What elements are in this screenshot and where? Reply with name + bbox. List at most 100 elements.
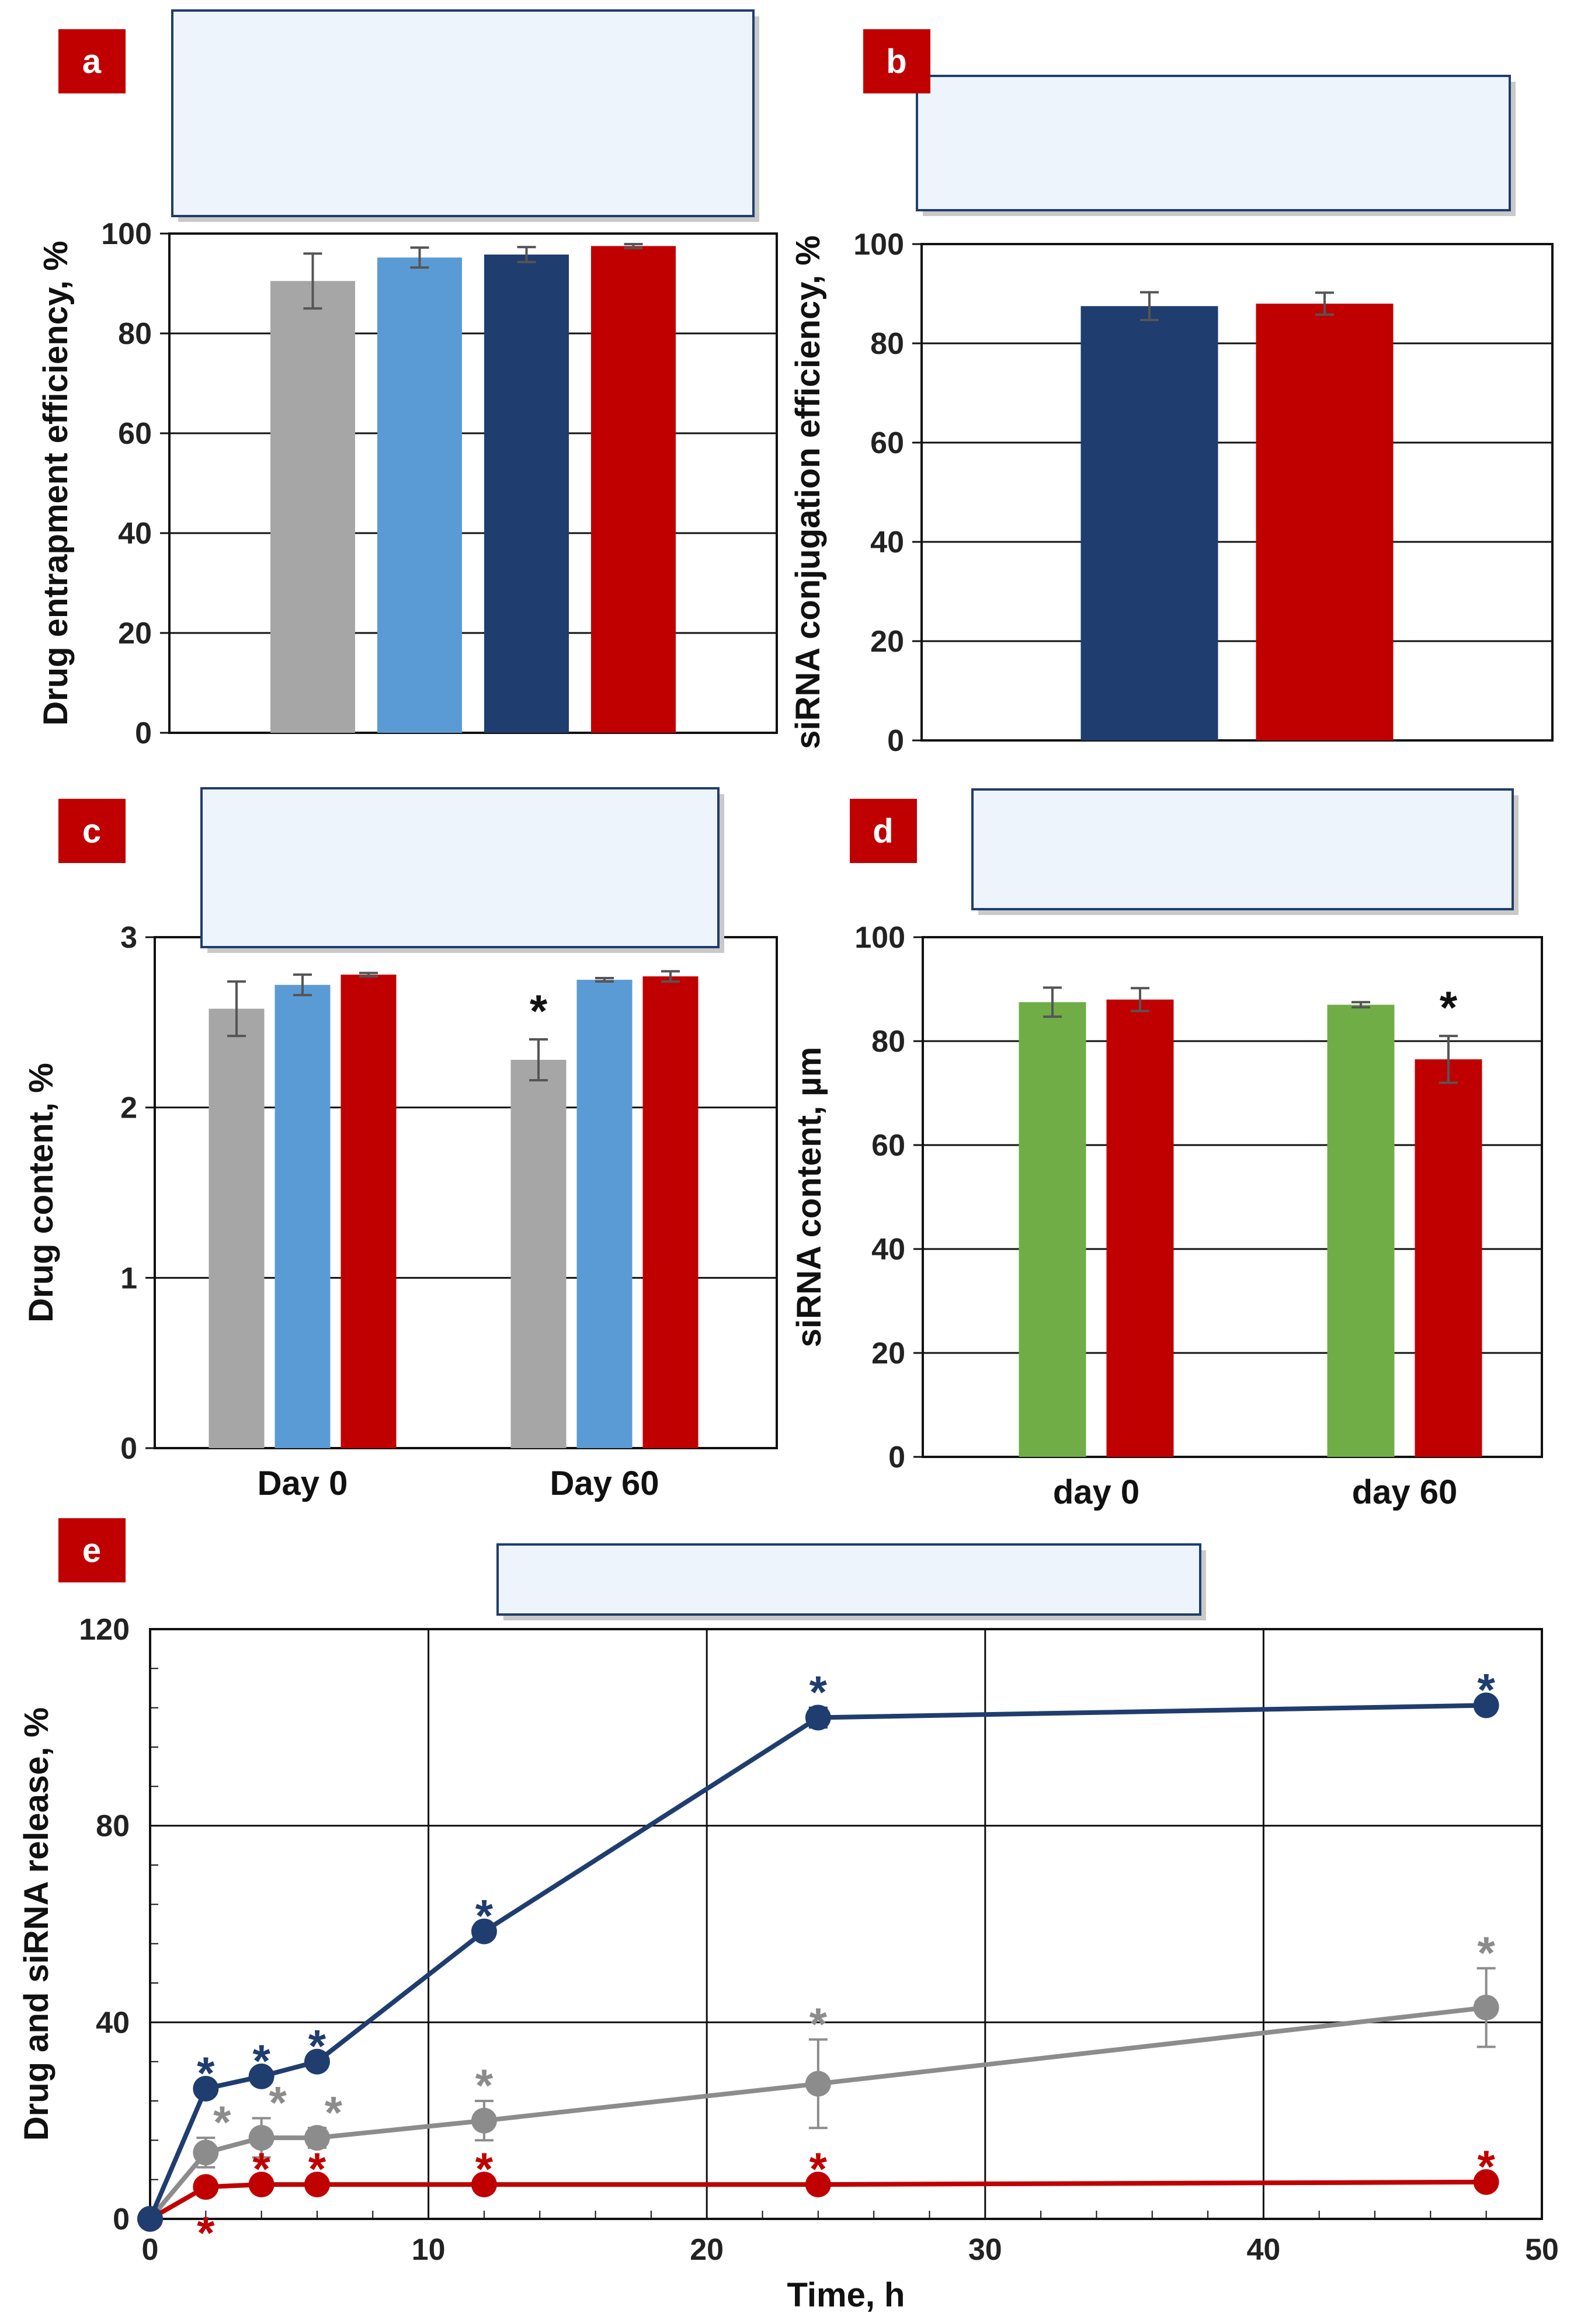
y-tick-label: 100 <box>101 217 152 251</box>
x-axis-label: Time, h <box>787 2276 905 2314</box>
y-tick-label: 100 <box>853 228 904 262</box>
y-tick-label: 20 <box>871 1337 905 1370</box>
panel-d-badge <box>850 799 917 863</box>
y-tick-label: 20 <box>870 625 904 659</box>
data-point-ptx <box>805 2172 831 2198</box>
y-tick-label: 40 <box>870 526 904 559</box>
y-axis-label: Drug and siRNA release, % <box>18 1707 55 2141</box>
y-tick-label: 100 <box>854 921 905 955</box>
y-tick-label: 80 <box>118 317 152 351</box>
legend-c <box>200 787 720 948</box>
data-point-sirna <box>137 2206 163 2232</box>
y-tick-label: 0 <box>887 724 904 758</box>
y-tick-label: 0 <box>113 2203 130 2236</box>
significance-star: * <box>1440 982 1458 1033</box>
significance-star: * <box>809 1998 828 2050</box>
legend-d <box>971 788 1514 910</box>
y-tick-label: 0 <box>888 1441 905 1474</box>
data-point-gef <box>304 2125 330 2151</box>
significance-star: * <box>308 2143 326 2194</box>
x-tick-label: 50 <box>1525 2233 1559 2267</box>
bar-nlc-gef <box>209 1008 265 1448</box>
y-axis-label: Drug entrapment efficiency, % <box>37 241 75 725</box>
data-point-sirna <box>1473 1692 1499 1718</box>
y-axis-label: siRNA content, µm <box>790 1047 828 1348</box>
y-tick-label: 3 <box>120 921 137 955</box>
data-point-ptx <box>248 2172 275 2198</box>
data-point-gef <box>248 2125 275 2151</box>
significance-star: * <box>269 2076 287 2128</box>
significance-star: * <box>475 2059 494 2111</box>
x-category-label: Day 60 <box>550 1464 659 1502</box>
data-point-sirna <box>805 1704 831 1731</box>
y-tick-label: 20 <box>118 617 152 650</box>
significance-star: * <box>475 1890 494 1942</box>
panel-b-label: b <box>886 43 906 81</box>
bar-lhrh-nlc-ptx-sirna <box>340 975 397 1448</box>
chart-panel-d: 0 20 40 60 80 100 day 0 * day 60 siRNA content, µ… <box>790 799 1543 1511</box>
bar-lhrh-nlc-ptx-sirna <box>1415 1059 1482 1457</box>
panel-e-badge <box>58 1518 126 1582</box>
y-tick-label: 0 <box>120 1432 137 1466</box>
panel-d-label: d <box>873 812 893 850</box>
panel-e-label: e <box>82 1532 101 1570</box>
data-point-sirna <box>248 2063 275 2089</box>
x-tick-label: 10 <box>412 2233 446 2267</box>
data-point-sirna <box>193 2075 219 2102</box>
x-tick-label: 40 <box>1246 2233 1280 2267</box>
y-tick-label: 60 <box>871 1129 905 1163</box>
y-tick-label: 1 <box>120 1261 137 1295</box>
bar-nlc-gef <box>510 1060 567 1448</box>
data-point-ptx <box>304 2172 330 2198</box>
data-point-gef <box>805 2071 831 2097</box>
data-point-ptx <box>471 2172 497 2198</box>
series-line-sirna <box>148 1703 1486 2220</box>
panel-a-badge <box>58 29 126 93</box>
significance-star: * <box>1478 1927 1496 1978</box>
significance-star: * <box>530 985 548 1036</box>
x-category-label: Day 0 <box>258 1464 348 1502</box>
significance-star: * <box>809 1667 828 1718</box>
y-tick-label: 2 <box>120 1091 137 1125</box>
y-tick-label: 40 <box>871 1233 905 1267</box>
y-tick-label: 60 <box>118 417 152 451</box>
plot-frame <box>149 1628 1543 2220</box>
bar-nlc-gef <box>270 281 355 733</box>
bar-nlc-ptx <box>576 979 633 1448</box>
y-axis-label: Drug content, % <box>22 1063 60 1323</box>
data-point-gef <box>471 2107 497 2134</box>
y-tick-label: 60 <box>870 426 904 460</box>
x-category-label: day 60 <box>1352 1473 1458 1511</box>
y-tick-label: 80 <box>96 1810 130 1843</box>
bar-nlc-ptx <box>275 984 331 1448</box>
significance-star: * <box>252 2143 270 2194</box>
data-point-ptx <box>1473 2169 1499 2195</box>
plot-frame <box>920 243 1554 742</box>
y-axis-label: siRNA conjugation efficiency, % <box>789 235 827 749</box>
y-tick-label: 0 <box>135 716 152 750</box>
data-point-gef <box>1473 1995 1499 2021</box>
y-tick-label: 40 <box>96 2006 130 2040</box>
panel-c-label: c <box>82 812 101 850</box>
panel-b-badge <box>863 29 930 93</box>
panel-a-label: a <box>82 43 102 81</box>
bar-lhrh-nlc-ptx-sirna <box>1256 304 1394 740</box>
y-tick-label: 80 <box>870 327 904 361</box>
bar-lhrh-nlc-ptx-sirna <box>591 246 676 733</box>
significance-star: * <box>325 2086 343 2138</box>
x-tick-label: 0 <box>142 2233 159 2267</box>
x-category-label: day 0 <box>1053 1473 1139 1511</box>
significance-star: * <box>1478 1664 1496 1715</box>
significance-star: * <box>809 2143 828 2194</box>
significance-star: * <box>475 2143 494 2194</box>
y-tick-label: 40 <box>118 517 152 551</box>
bar-nlc-ptx-sirna <box>1080 306 1218 740</box>
data-point-sirna <box>471 1918 497 1944</box>
significance-star: * <box>213 2096 231 2148</box>
x-tick-label: 20 <box>690 2233 724 2267</box>
legend-e <box>496 1543 1201 1616</box>
bar-nlc-ptx-sirna <box>484 254 569 733</box>
plot-frame <box>922 936 1543 1458</box>
